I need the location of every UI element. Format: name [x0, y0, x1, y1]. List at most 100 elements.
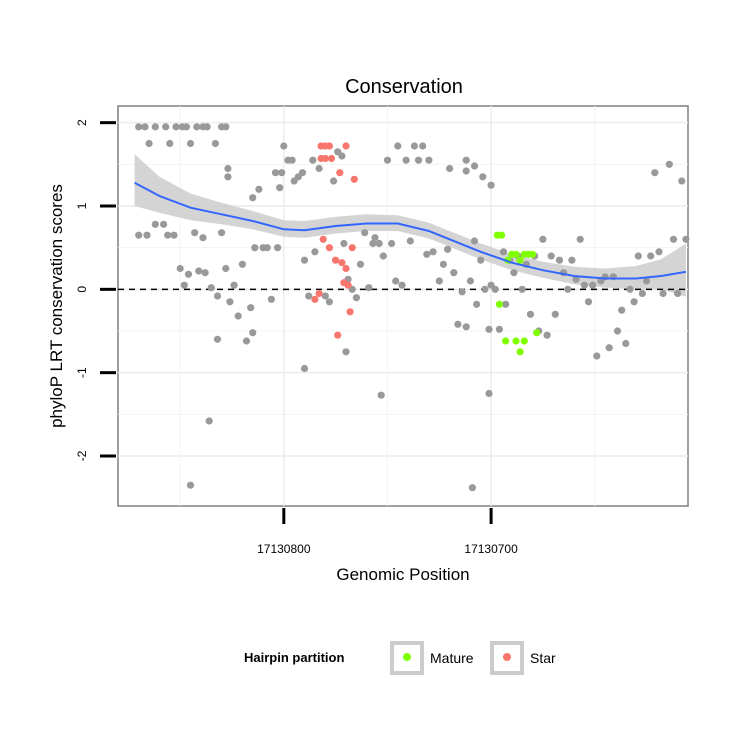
data-point-other	[315, 164, 323, 173]
data-point-star	[315, 289, 323, 298]
y-axis-title: phyloP LRT conservation scores	[47, 184, 66, 428]
data-point-other	[543, 331, 551, 339]
data-point-other	[423, 250, 431, 258]
data-point-other	[659, 289, 667, 298]
data-point-mature	[495, 300, 503, 308]
data-point-other	[406, 237, 414, 245]
data-point-other	[526, 310, 535, 318]
data-point-other	[618, 306, 626, 314]
data-point-other	[419, 142, 427, 150]
data-point-other	[572, 275, 580, 283]
data-point-other	[605, 344, 613, 352]
data-point-other	[203, 123, 211, 131]
grid-lines	[118, 106, 688, 506]
data-point-other	[446, 164, 454, 173]
data-point-other	[499, 248, 508, 256]
data-point-other	[255, 185, 263, 193]
data-point-star	[342, 264, 350, 273]
data-point-other	[518, 285, 526, 293]
plot-panel	[117, 105, 689, 507]
data-point-other	[470, 162, 479, 170]
data-point-other	[485, 389, 493, 398]
data-point-other	[392, 277, 400, 285]
data-point-other	[195, 267, 203, 275]
data-point-other	[247, 304, 255, 312]
data-point-other	[495, 325, 503, 333]
data-point-other	[410, 142, 418, 150]
data-point-mature	[520, 337, 528, 345]
data-point-other	[682, 235, 690, 243]
data-point-other	[439, 260, 447, 268]
data-point-other	[172, 123, 180, 131]
data-point-other	[361, 229, 369, 237]
data-point-other	[213, 335, 222, 343]
data-point-other	[485, 325, 493, 333]
data-point-other	[342, 348, 350, 356]
legend-label-mature: Mature	[430, 650, 474, 666]
legend-item-star: Star	[490, 641, 556, 675]
data-point-other	[288, 156, 296, 164]
data-point-other	[201, 269, 209, 277]
data-point-mature	[512, 250, 520, 258]
data-point-other	[242, 337, 251, 345]
data-point-other	[487, 181, 495, 189]
data-point-other	[593, 352, 601, 360]
data-point-other	[143, 231, 151, 239]
data-point-other	[634, 252, 642, 260]
data-point-other	[647, 252, 655, 260]
data-point-star	[311, 295, 319, 303]
data-point-other	[135, 123, 143, 131]
smooth-line-layer	[134, 181, 687, 280]
data-point-other	[665, 160, 673, 168]
data-point-other	[473, 300, 481, 308]
data-point-other	[135, 231, 143, 239]
data-point-other	[479, 173, 487, 181]
data-point-other	[234, 312, 242, 320]
data-point-other	[444, 245, 452, 253]
data-point-other	[435, 277, 443, 285]
data-point-other	[564, 285, 572, 293]
data-point-other	[551, 310, 559, 318]
legend-dot-star	[503, 653, 511, 661]
data-point-other	[199, 234, 207, 242]
data-point-star	[344, 281, 352, 289]
data-point-other	[642, 277, 651, 285]
data-point-star	[348, 244, 356, 252]
legend-dot-mature	[403, 653, 411, 661]
data-point-other	[321, 292, 329, 300]
data-point-other	[151, 220, 159, 228]
data-point-other	[280, 142, 288, 150]
legend: Hairpin partition Mature Star	[244, 641, 556, 675]
data-point-other	[352, 294, 360, 302]
chart-title: Conservation	[345, 76, 463, 98]
data-point-other	[141, 123, 149, 131]
data-point-other	[458, 288, 466, 296]
data-point-other	[365, 284, 373, 292]
data-point-other	[311, 248, 319, 256]
x-axis-title: Genomic Position	[336, 565, 469, 584]
data-point-other	[184, 270, 193, 278]
data-point-other	[388, 239, 396, 248]
data-point-other	[491, 285, 499, 293]
data-point-star	[332, 256, 340, 264]
data-point-other	[450, 269, 458, 277]
data-point-mature	[497, 231, 506, 239]
data-point-other	[580, 281, 589, 289]
data-point-other	[230, 281, 238, 289]
data-point-other	[356, 260, 365, 268]
data-point-other	[547, 252, 555, 260]
points-layer	[135, 123, 690, 492]
data-point-other	[377, 391, 385, 399]
data-point-star	[350, 175, 358, 183]
data-point-other	[226, 298, 234, 306]
data-point-other	[462, 323, 470, 331]
data-point-other	[402, 156, 410, 164]
data-point-other	[166, 139, 174, 148]
data-point-other	[655, 248, 663, 256]
data-point-other	[238, 260, 246, 268]
data-point-other	[371, 234, 379, 242]
data-point-other	[162, 123, 170, 131]
data-point-other	[305, 292, 313, 300]
data-point-other	[383, 156, 392, 164]
data-point-other	[191, 229, 199, 237]
